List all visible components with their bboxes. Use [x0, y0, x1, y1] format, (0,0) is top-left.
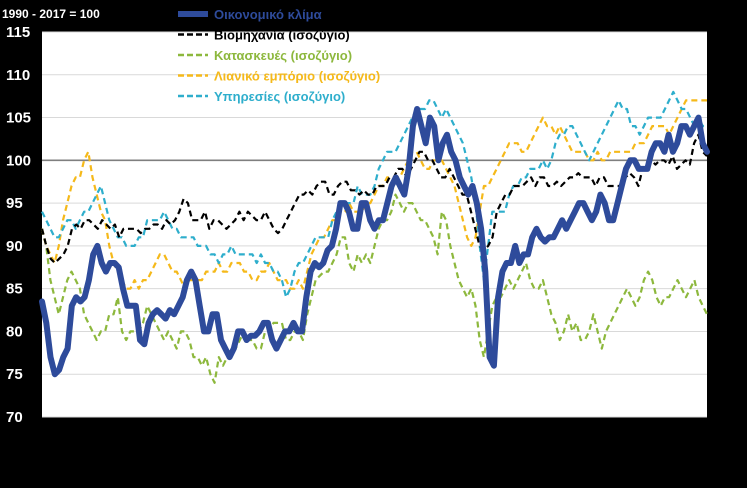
y-tick-label: 95 [6, 195, 23, 212]
base-note: 1990 - 2017 = 100 [2, 7, 100, 21]
y-tick-label: 85 [6, 281, 23, 298]
y-tick-label: 110 [6, 67, 30, 84]
series-line-3 [40, 99, 707, 290]
legend: Οικονομικό κλίμα Βιομηχανία (ισοζύγιο) Κατ… [178, 7, 380, 104]
series-line-4 [41, 90, 707, 299]
gridlines [42, 31, 707, 418]
series-line-0 [39, 106, 710, 378]
legend-label: Κατασκευές (ισοζύγιο) [214, 48, 352, 63]
legend-label: Οικονομικό κλίμα [214, 7, 322, 22]
legend-label: Βιομηχανία (ισοζύγιο) [214, 28, 350, 43]
legend-label: Λιανικό εμπόριο (ισοζύγιο) [214, 69, 380, 84]
y-axis: 70 75 80 85 90 95 100 105 110 115 [6, 24, 31, 426]
y-tick-label: 75 [6, 366, 23, 383]
y-tick-label: 105 [6, 110, 31, 127]
y-tick-label: 70 [6, 409, 23, 426]
y-tick-label: 90 [6, 238, 23, 255]
y-tick-label: 100 [6, 152, 31, 169]
y-tick-label: 115 [6, 24, 30, 41]
series-lines [39, 90, 710, 384]
series-line-1 [40, 133, 708, 265]
y-tick-label: 80 [6, 323, 23, 340]
legend-label: Υπηρεσίες (ισοζύγιο) [214, 89, 345, 104]
